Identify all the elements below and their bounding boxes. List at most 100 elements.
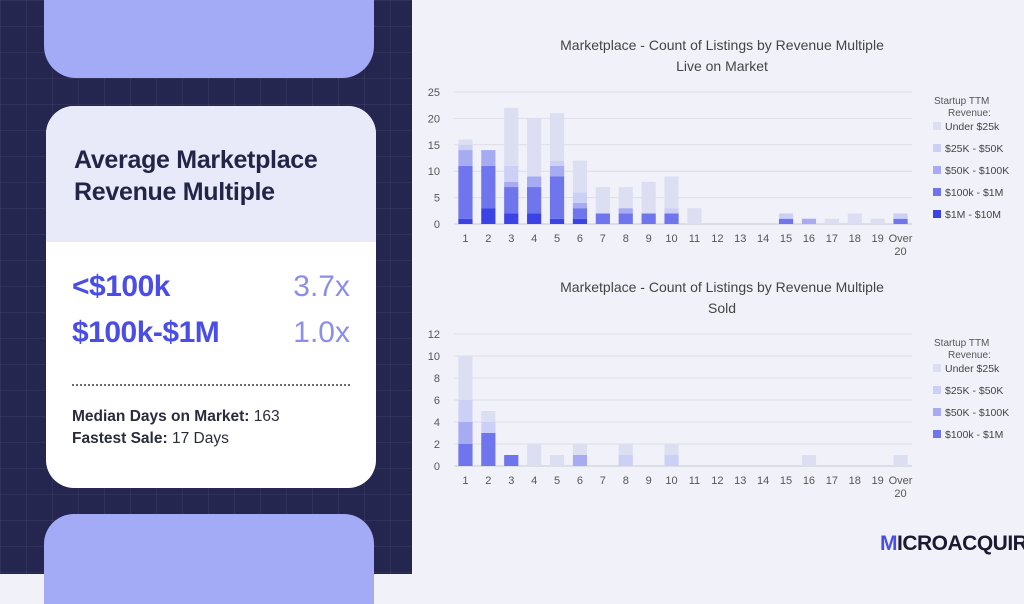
bar-segment xyxy=(549,176,565,219)
bar-segment xyxy=(618,455,633,466)
bar-segment xyxy=(458,150,473,166)
bar-segment xyxy=(527,187,542,214)
logo-accent-letter: M xyxy=(880,532,898,555)
bar-segment xyxy=(549,218,565,224)
x-tick-label: 13 xyxy=(734,475,746,487)
bar-segment xyxy=(481,165,496,209)
bar-segment xyxy=(527,118,542,177)
legend-swatch xyxy=(933,122,941,130)
summary-title-line2: Revenue Multiple xyxy=(74,178,275,206)
median-days-stat: Median Days on Market: 163 xyxy=(72,406,350,428)
x-tick-label: 6 xyxy=(577,475,583,487)
fastest-sale-label: Fastest Sale: xyxy=(72,430,168,447)
fastest-sale-value: 17 Days xyxy=(171,430,229,447)
x-tick-label: 16 xyxy=(803,233,815,245)
x-tick-label: 20 xyxy=(894,246,906,258)
x-tick-label: 8 xyxy=(623,475,629,487)
bar-segment xyxy=(664,455,679,466)
x-tick-label: 3 xyxy=(508,233,514,245)
bar-segment xyxy=(641,181,656,214)
summary-title-line1: Average Marketplace xyxy=(74,146,318,174)
x-tick-label: 8 xyxy=(623,233,629,245)
legend-label: $50K - $100K xyxy=(945,165,1009,177)
bar-segment xyxy=(481,150,496,166)
legend-label: $25K - $50K xyxy=(945,385,1003,397)
bar-segment xyxy=(549,113,565,161)
x-tick-label: 10 xyxy=(665,475,677,487)
x-tick-label: 13 xyxy=(734,233,746,245)
x-tick-label: 18 xyxy=(849,233,861,245)
summary-title: Average Marketplace Revenue Multiple xyxy=(74,144,348,208)
y-tick-label: 10 xyxy=(428,166,440,178)
y-tick-label: 6 xyxy=(434,395,440,407)
y-tick-label: 25 xyxy=(428,87,440,99)
x-tick-label: 15 xyxy=(780,475,792,487)
x-tick-label: 12 xyxy=(711,233,723,245)
x-tick-label: 17 xyxy=(826,233,838,245)
bar-segment xyxy=(618,213,633,224)
x-tick-label: 11 xyxy=(689,233,700,245)
legend-label: $25K - $50K xyxy=(945,143,1003,155)
legend-title: Revenue: xyxy=(948,350,991,361)
legend-title: Revenue: xyxy=(948,108,991,119)
bar-segment xyxy=(504,107,519,166)
y-tick-label: 12 xyxy=(428,329,440,341)
bar-segment xyxy=(778,218,794,224)
x-tick-label: 14 xyxy=(757,475,769,487)
y-tick-label: 5 xyxy=(434,193,440,205)
bar-segment xyxy=(527,444,542,466)
legend-swatch xyxy=(933,430,941,438)
y-tick-label: 0 xyxy=(434,461,440,473)
multiple-label: $100k-$1M xyxy=(72,316,220,349)
x-tick-label: 6 xyxy=(577,233,583,245)
bar-segment xyxy=(572,202,588,209)
x-tick-label: 15 xyxy=(780,233,792,245)
y-tick-label: 20 xyxy=(428,113,440,125)
y-tick-label: 15 xyxy=(428,140,440,152)
legend-title: Startup TTM xyxy=(934,338,989,349)
bar-segment xyxy=(572,218,588,224)
x-tick-label: 19 xyxy=(872,475,884,487)
decorative-top-shape xyxy=(44,0,374,78)
bar-segment xyxy=(504,187,519,214)
bar-segment xyxy=(664,208,679,214)
legend-swatch xyxy=(933,188,941,196)
x-tick-label: 20 xyxy=(894,488,906,500)
bar-segment xyxy=(458,444,473,466)
bar-segment xyxy=(664,176,679,209)
x-tick-label: 9 xyxy=(646,475,652,487)
x-tick-label: 5 xyxy=(554,475,560,487)
dotted-divider xyxy=(72,384,350,386)
bar-segment xyxy=(504,181,519,188)
bar-segment xyxy=(504,165,519,182)
bar-segment xyxy=(549,165,565,177)
x-tick-label: 4 xyxy=(531,233,537,245)
summary-card-header: Average Marketplace Revenue Multiple xyxy=(46,106,376,242)
multiple-row: $100k-$1M 1.0x xyxy=(72,316,350,362)
bar-segment xyxy=(618,187,633,209)
bar-segment xyxy=(458,422,473,444)
bar-segment xyxy=(595,213,610,224)
x-tick-label: 16 xyxy=(803,475,815,487)
live-listings-chart: Marketplace - Count of Listings by Reven… xyxy=(412,30,1024,270)
x-tick-label: 7 xyxy=(600,475,606,487)
x-tick-label: 1 xyxy=(462,475,468,487)
bar-segment xyxy=(801,218,817,224)
multiple-label: <$100k xyxy=(72,270,170,303)
multiple-row: <$100k 3.7x xyxy=(72,270,350,316)
bar-segment xyxy=(618,444,633,455)
chart-title: Marketplace - Count of Listings by Reven… xyxy=(560,37,884,53)
legend-swatch xyxy=(933,386,941,394)
y-tick-label: 4 xyxy=(434,417,440,429)
x-tick-label: 10 xyxy=(665,233,677,245)
bar-segment xyxy=(458,139,473,145)
bar-segment xyxy=(824,218,839,224)
x-tick-label: 3 xyxy=(508,475,514,487)
x-tick-label: 17 xyxy=(826,475,838,487)
bar-segment xyxy=(893,455,908,466)
bar-segment xyxy=(572,160,588,193)
sold-listings-chart: Marketplace - Count of Listings by Reven… xyxy=(412,272,1024,512)
y-tick-label: 0 xyxy=(434,219,440,231)
bar-segment xyxy=(572,444,588,455)
bar-segment xyxy=(458,218,473,224)
